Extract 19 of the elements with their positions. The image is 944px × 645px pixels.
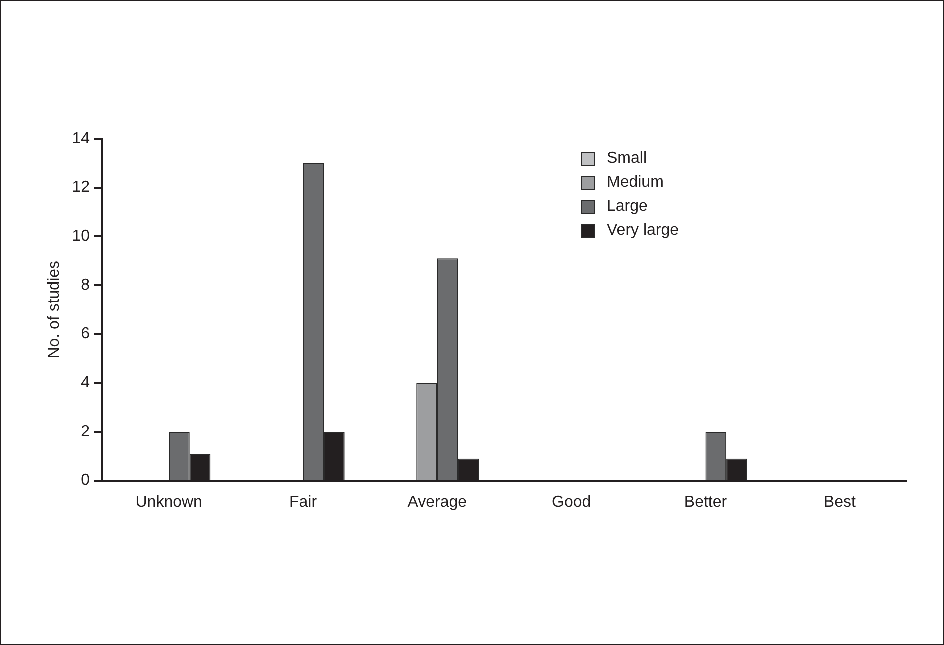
y-tick-label: 14 [72, 130, 90, 148]
y-tick-label: 10 [72, 228, 90, 246]
legend-label: Small [607, 149, 648, 169]
y-tick-label: 0 [81, 472, 90, 490]
y-tick-label: 12 [72, 179, 90, 196]
x-tick-label: Better [684, 494, 728, 511]
y-tick-label: 2 [81, 423, 90, 440]
x-tick-label: Good [552, 494, 592, 511]
y-tick-label: 8 [81, 276, 90, 294]
y-tick-label: 6 [81, 326, 90, 343]
x-tick-label: Unknown [136, 494, 202, 511]
x-tick-label: Average [408, 494, 468, 511]
x-tick-label: Best [824, 494, 856, 511]
y-axis-title: No. of studies [46, 260, 64, 359]
y-tick-label: 4 [81, 374, 90, 392]
legend-label: Large [607, 197, 648, 217]
legend-label: Medium [607, 173, 664, 193]
legend-label: Very large [607, 221, 680, 241]
x-tick-label: Fair [289, 494, 318, 511]
